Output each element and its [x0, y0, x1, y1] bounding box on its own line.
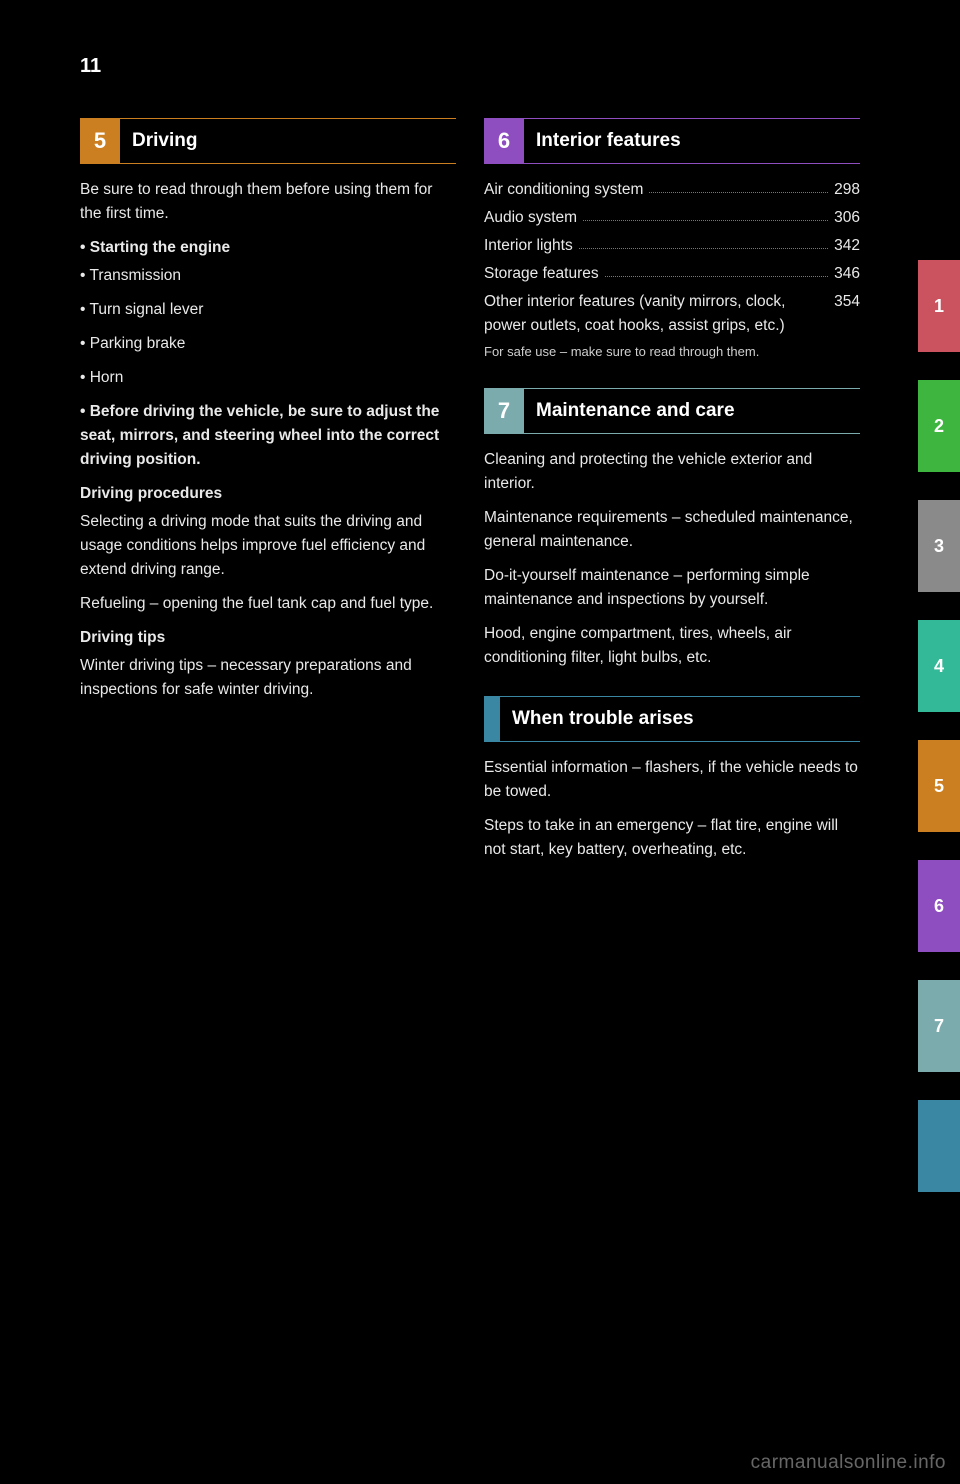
section-7-number: 7 [484, 389, 524, 433]
page-number: 11 [80, 55, 880, 78]
section-trouble-body: Essential information – flashers, if the… [484, 756, 860, 862]
toc-page: 354 [834, 290, 860, 338]
side-tab-7[interactable]: 7 [918, 980, 960, 1072]
toc-label: Other interior features (vanity mirrors,… [484, 290, 822, 338]
toc-page: 306 [834, 206, 860, 230]
section-trouble-heading: When trouble arises [484, 696, 860, 742]
section-trouble-title: When trouble arises [500, 697, 860, 741]
section-5-number: 5 [80, 119, 120, 163]
section-5-paragraph: Driving tips [80, 626, 456, 650]
toc-label: Audio system [484, 206, 577, 230]
section-7-paragraph: Do-it-yourself maintenance – performing … [484, 564, 860, 612]
section-5-paragraph: Winter driving tips – necessary preparat… [80, 654, 456, 702]
side-tab-4[interactable]: 4 [918, 620, 960, 712]
section-6-number: 6 [484, 119, 524, 163]
side-tabs: 1 2 3 4 5 6 7 [918, 260, 960, 1192]
side-tab-1[interactable]: 1 [918, 260, 960, 352]
section-5-body: Be sure to read through them before usin… [80, 178, 456, 702]
section-7-heading: 7 Maintenance and care [484, 388, 860, 434]
toc-page: 346 [834, 262, 860, 286]
section-5-title: Driving [120, 119, 456, 163]
section-trouble-paragraph: Steps to take in an emergency – flat tir… [484, 814, 860, 862]
right-column: 6 Interior features Air conditioning sys… [484, 118, 880, 888]
section-trouble: When trouble arises Essential informatio… [484, 696, 860, 862]
section-7-body: Cleaning and protecting the vehicle exte… [484, 448, 860, 670]
section-5-heading: 5 Driving [80, 118, 456, 164]
section-6-heading: 6 Interior features [484, 118, 860, 164]
side-tab-6[interactable]: 6 [918, 860, 960, 952]
toc-label: Interior lights [484, 234, 573, 258]
section-trouble-number [484, 697, 500, 741]
section-6-title: Interior features [524, 119, 860, 163]
toc-row: Air conditioning system 298 [484, 178, 860, 202]
toc-dots [579, 234, 828, 250]
toc-dots [583, 206, 828, 222]
section-5-paragraph: • Parking brake [80, 332, 456, 356]
left-column: 5 Driving Be sure to read through them b… [80, 118, 456, 888]
side-tab-5[interactable]: 5 [918, 740, 960, 832]
section-6-body: Air conditioning system 298 Audio system 30… [484, 178, 860, 362]
section-5-paragraph: • Turn signal lever [80, 298, 456, 322]
toc-row: Audio system 306 [484, 206, 860, 230]
toc-row: Interior lights 342 [484, 234, 860, 258]
toc-row: Other interior features (vanity mirrors,… [484, 290, 860, 338]
content-columns: 5 Driving Be sure to read through them b… [80, 118, 880, 888]
section-7: 7 Maintenance and care Cleaning and prot… [484, 388, 860, 670]
section-5-paragraph: Refueling – opening the fuel tank cap an… [80, 592, 456, 616]
toc-dots [649, 178, 828, 194]
side-tab-2[interactable]: 2 [918, 380, 960, 472]
section-6-note: For safe use – make sure to read through… [484, 342, 860, 362]
toc-label: Storage features [484, 262, 599, 286]
toc-page: 342 [834, 234, 860, 258]
section-7-paragraph: Hood, engine compartment, tires, wheels,… [484, 622, 860, 670]
section-5-paragraph: Be sure to read through them before usin… [80, 178, 456, 226]
section-6: 6 Interior features Air conditioning sys… [484, 118, 860, 362]
page: 11 5 Driving Be sure to read through the… [0, 0, 960, 1484]
section-5-paragraph: • Starting the engine [80, 236, 456, 260]
section-7-paragraph: Cleaning and protecting the vehicle exte… [484, 448, 860, 496]
section-5-paragraph: Selecting a driving mode that suits the … [80, 510, 456, 582]
section-7-paragraph: Maintenance requirements – scheduled mai… [484, 506, 860, 554]
toc-dots [605, 262, 829, 278]
section-5-paragraph: Driving procedures [80, 482, 456, 506]
section-trouble-paragraph: Essential information – flashers, if the… [484, 756, 860, 804]
toc-row: Storage features 346 [484, 262, 860, 286]
side-tab-trouble[interactable] [918, 1100, 960, 1192]
watermark: carmanualsonline.info [751, 1452, 946, 1474]
section-5-paragraph: • Transmission [80, 264, 456, 288]
section-7-title: Maintenance and care [524, 389, 860, 433]
section-5-paragraph: • Horn [80, 366, 456, 390]
section-5: 5 Driving Be sure to read through them b… [80, 118, 456, 702]
side-tab-3[interactable]: 3 [918, 500, 960, 592]
toc-label: Air conditioning system [484, 178, 643, 202]
toc-page: 298 [834, 178, 860, 202]
section-5-paragraph: • Before driving the vehicle, be sure to… [80, 400, 456, 472]
